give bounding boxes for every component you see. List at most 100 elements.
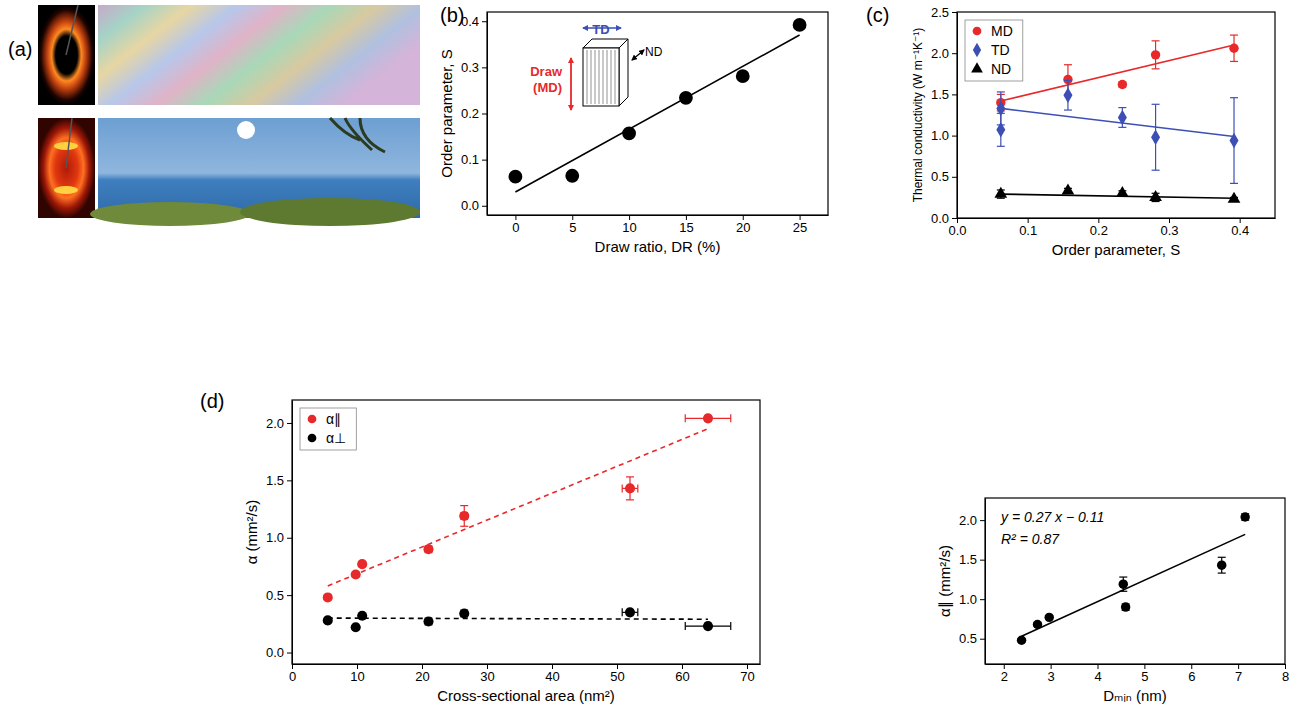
error-bar: [1119, 577, 1127, 591]
y-tick-label: 1.0: [959, 592, 977, 607]
x-error-bar-cap: [730, 622, 731, 630]
data-point: [1118, 80, 1127, 89]
x-tick-label: 0.2: [1090, 223, 1108, 238]
photo: [98, 5, 420, 105]
y-tick: 2.0: [266, 416, 292, 431]
x-axis-title: Draw ratio, DR (%): [595, 238, 721, 255]
legend-label: α∥: [326, 411, 341, 427]
diffraction-arc: [54, 142, 78, 150]
x-error-bar-cap: [685, 414, 686, 422]
beam-stop: [66, 118, 72, 168]
y-tick: 0.2: [461, 106, 487, 121]
y-tick-mark: [482, 21, 487, 22]
data-point: [323, 615, 333, 625]
y-axis-title: α∥ (mm²/s): [936, 545, 954, 617]
inset-stripe: [599, 50, 600, 104]
data-point: [996, 122, 1005, 138]
error-bar-cap: [1152, 40, 1160, 41]
y-tick-label: 2.0: [931, 46, 949, 61]
inset-stripe: [603, 50, 604, 104]
chart-panel: 05101520250.00.10.20.30.4Draw ratio, DR …: [438, 12, 828, 255]
legend-marker: [971, 62, 983, 72]
x-tick-label: 25: [793, 220, 807, 235]
inset-box-front: [583, 48, 619, 106]
x-tick: 0.4: [1231, 218, 1249, 238]
data-point: [1017, 636, 1026, 645]
y-axis-line: [487, 13, 488, 216]
y-tick-label: 1.5: [959, 552, 977, 567]
y-tick-mark: [482, 160, 487, 161]
data-point: [625, 607, 635, 617]
inset-stripe: [591, 50, 592, 104]
annotation: (MD): [533, 80, 562, 95]
data-point: [1217, 560, 1226, 569]
error-bar-cap: [1118, 127, 1126, 128]
error-bar-cap: [1230, 61, 1238, 62]
x-error-bar-cap: [637, 608, 638, 616]
plot-area: [994, 35, 1240, 203]
error-bar-cap: [1230, 97, 1238, 98]
error-bar-cap: [1152, 201, 1160, 202]
data-point: [622, 126, 636, 140]
error-bar-cap: [1230, 183, 1238, 184]
x-tick: 0: [512, 215, 519, 235]
inset-stripe: [615, 50, 616, 104]
legend: MDTDND: [965, 20, 1023, 81]
y-tick-label: 0.5: [931, 169, 949, 184]
x-tick-label: 6: [1188, 669, 1195, 684]
y-tick-mark: [287, 653, 292, 654]
error-bar-cap: [1064, 80, 1072, 81]
y-tick: 0.5: [931, 169, 957, 184]
data-point: [351, 569, 361, 579]
data-point: [1044, 613, 1053, 622]
error-bar: [1230, 35, 1238, 61]
error-bar: [997, 113, 1005, 146]
x-tick-label: 40: [545, 669, 559, 684]
inset-stripe: [595, 50, 596, 104]
x-axis-title: Order parameter, S: [1052, 241, 1180, 258]
y-tick: 0.5: [266, 588, 292, 603]
data-point: [1230, 133, 1239, 149]
error-bar-cap: [997, 146, 1005, 147]
error-bar-cap: [460, 505, 468, 506]
data-point: [994, 187, 1007, 198]
x-error-bar-cap: [685, 622, 686, 630]
panel-label: (a): [8, 38, 32, 60]
y-axis-line: [292, 401, 293, 665]
x-error-bar-cap: [730, 414, 731, 422]
x-tick: 30: [480, 664, 494, 684]
legend-label: ND: [991, 61, 1011, 77]
x-tick-label: 30: [480, 669, 494, 684]
error-bar-cap: [997, 198, 1005, 199]
fit-line: [328, 429, 708, 586]
data-point: [1121, 602, 1130, 611]
y-tick-label: 2.0: [959, 513, 977, 528]
y-tick-label: 0.0: [931, 211, 949, 226]
data-point: [357, 559, 367, 569]
diffraction-pattern: [38, 118, 95, 218]
x-tick: 5: [569, 215, 576, 235]
y-tick-label: 1.5: [931, 87, 949, 102]
y-tick-mark: [952, 94, 957, 95]
x-tick: 4: [1094, 664, 1101, 684]
legend-label: MD: [991, 23, 1013, 39]
error-bar: [1230, 98, 1238, 184]
y-tick-mark: [952, 53, 957, 54]
plot-area: [509, 18, 807, 192]
photo-sun: [237, 121, 255, 139]
y-axis-line: [957, 13, 958, 219]
fit-line: [515, 35, 799, 192]
x-tick: 0.2: [1090, 218, 1108, 238]
y-axis-title: Thermal conductivity (W m⁻¹K⁻¹): [911, 28, 925, 203]
y-tick: 1.5: [959, 552, 985, 567]
error-bar-cap: [1218, 557, 1226, 558]
y-axis: 0.5 1.0 1.5 2.0: [959, 499, 986, 665]
data-point: [565, 169, 579, 183]
y-axis-title: Order parameter, S: [438, 49, 455, 177]
data-point: [323, 592, 333, 602]
data-point: [351, 622, 361, 632]
y-axis: 0.00.51.01.52.02.5: [931, 5, 958, 226]
y-tick: 0.5: [959, 631, 985, 646]
x-tick: 0.3: [1160, 218, 1178, 238]
beam-stop: [66, 5, 78, 55]
